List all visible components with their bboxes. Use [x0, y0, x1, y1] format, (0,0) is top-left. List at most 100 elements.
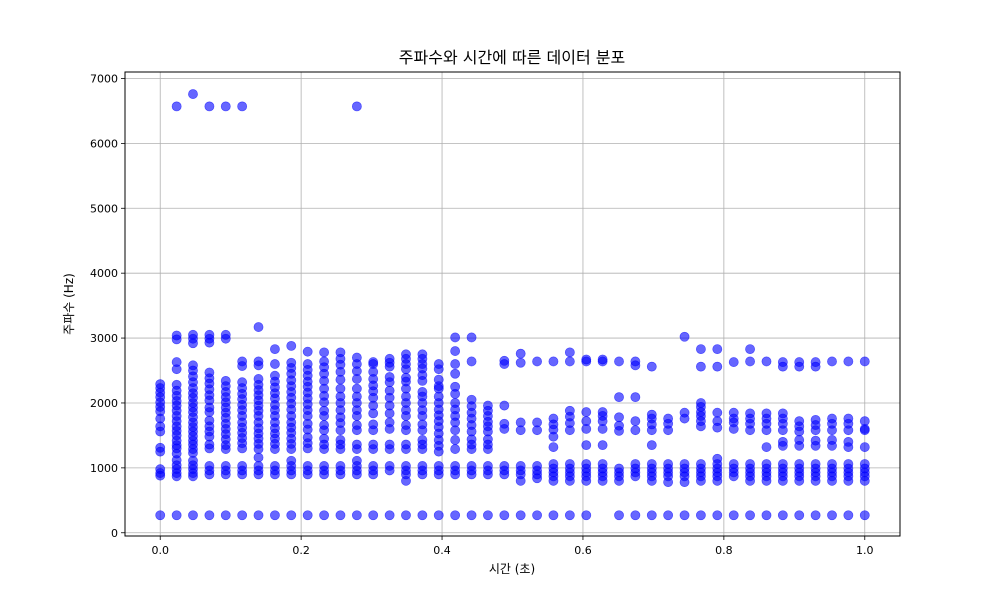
scatter-point — [499, 355, 510, 366]
y-tick-label: 6000 — [90, 137, 118, 150]
scatter-point — [745, 344, 755, 355]
scatter-point — [827, 510, 837, 521]
scatter-point — [450, 359, 461, 369]
scatter-point — [270, 359, 280, 369]
scatter-point — [761, 459, 772, 469]
scatter-point — [745, 356, 755, 367]
scatter-point — [564, 356, 575, 367]
y-tick-label: 4000 — [90, 267, 118, 280]
scatter-point — [712, 407, 723, 418]
scatter-point — [417, 461, 428, 471]
scatter-point — [597, 440, 608, 451]
y-tick-label: 2000 — [90, 397, 118, 410]
plot-frame — [124, 71, 901, 537]
scatter-point — [597, 407, 608, 417]
scatter-point — [155, 510, 166, 521]
scatter-point — [581, 510, 592, 521]
scatter-point — [384, 385, 395, 396]
scatter-point — [319, 356, 330, 367]
scatter-point — [761, 356, 772, 367]
scatter-point — [679, 510, 690, 521]
scatter-point — [335, 435, 346, 445]
scatter-point — [155, 379, 166, 390]
scatter-point — [515, 348, 526, 359]
scatter-point — [515, 357, 526, 368]
scatter-point — [171, 510, 182, 521]
scatter-point — [384, 372, 395, 382]
scatter-point — [237, 356, 248, 367]
scatter-point — [712, 344, 723, 355]
scatter-point — [384, 461, 395, 471]
scatter-point — [335, 347, 346, 358]
scatter-point — [646, 459, 657, 469]
x-tick-label: 0.8 — [715, 544, 733, 557]
scatter-point — [433, 359, 444, 369]
scatter-point — [450, 444, 461, 454]
scatter-point — [843, 437, 854, 447]
scatter-point — [548, 413, 559, 424]
scatter-point — [827, 435, 837, 445]
scatter-point — [810, 435, 821, 446]
scatter-point — [253, 356, 264, 367]
scatter-point — [532, 510, 542, 521]
scatter-point — [630, 510, 641, 521]
x-tick-label: 0.0 — [151, 544, 169, 557]
scatter-point — [712, 416, 723, 427]
scatter-point — [302, 346, 313, 357]
scatter-point — [433, 510, 444, 521]
scatter-point — [728, 510, 739, 521]
scatter-point — [646, 510, 657, 521]
x-axis-label: 시간 (초) — [489, 562, 535, 576]
scatter-point — [466, 510, 477, 521]
scatter-point — [204, 329, 215, 340]
scatter-point — [237, 510, 248, 521]
scatter-point — [646, 409, 657, 420]
scatter-point — [646, 440, 657, 451]
scatter-point — [679, 459, 690, 469]
scatter-point — [843, 459, 854, 469]
scatter-point — [351, 420, 362, 430]
scatter-point — [220, 376, 231, 386]
scatter-point — [777, 459, 788, 469]
scatter-point — [614, 510, 624, 521]
scatter-point — [171, 357, 182, 367]
scatter-point — [204, 101, 215, 112]
scatter-point — [417, 419, 428, 430]
scatter-point — [483, 461, 493, 471]
scatter-point — [695, 361, 706, 372]
scatter-point — [450, 368, 461, 379]
scatter-point — [728, 357, 739, 367]
scatter-point — [335, 510, 346, 521]
scatter-point — [515, 417, 526, 428]
scatter-point — [794, 435, 805, 445]
scatter-point — [204, 461, 215, 471]
scatter-point — [810, 459, 821, 469]
scatter-point — [368, 439, 379, 450]
scatter-point — [827, 356, 837, 367]
scatter-point — [253, 461, 264, 471]
scatter-point — [630, 356, 641, 367]
scatter-point — [450, 332, 461, 343]
scatter-point — [859, 459, 870, 469]
scatter-point — [794, 416, 805, 427]
scatter-point — [859, 510, 870, 521]
scatter-point — [351, 352, 362, 363]
scatter-point — [450, 510, 461, 521]
y-axis-ticks: 0 1000 2000 3000 4000 5000 6000 7000 — [90, 72, 125, 540]
scatter-point — [302, 461, 313, 471]
scatter-point — [188, 89, 198, 99]
scatter-point — [220, 329, 231, 340]
scatter-point — [286, 357, 297, 368]
scatter-point — [515, 461, 526, 471]
scatter-point — [827, 459, 837, 469]
scatter-point — [614, 412, 624, 423]
scatter-point — [384, 353, 395, 364]
scatter-point — [368, 510, 379, 521]
scatter-point — [859, 416, 870, 427]
scatter-point — [204, 367, 215, 378]
scatter-point — [777, 357, 788, 367]
scatter-point — [286, 340, 297, 351]
scatter-point — [745, 510, 755, 521]
scatter-point — [220, 101, 231, 112]
